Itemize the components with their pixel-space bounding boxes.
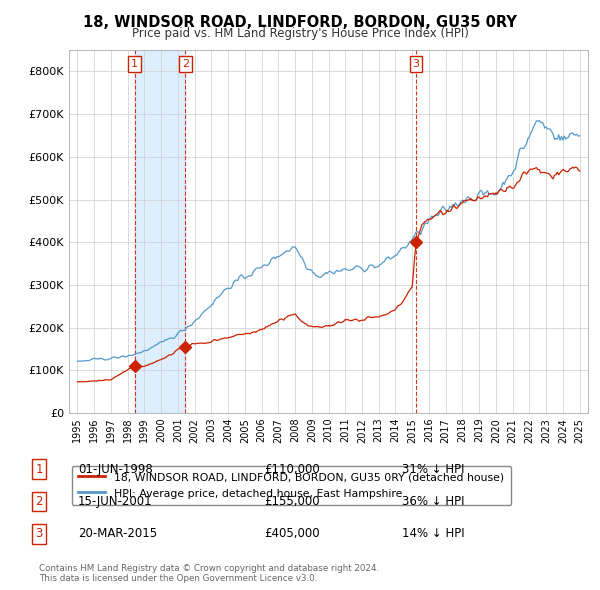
Text: 36% ↓ HPI: 36% ↓ HPI — [402, 495, 464, 508]
Text: 1: 1 — [131, 59, 138, 69]
Text: 3: 3 — [35, 527, 43, 540]
Text: £110,000: £110,000 — [264, 463, 320, 476]
Text: 14% ↓ HPI: 14% ↓ HPI — [402, 527, 464, 540]
Text: 31% ↓ HPI: 31% ↓ HPI — [402, 463, 464, 476]
Legend: 18, WINDSOR ROAD, LINDFORD, BORDON, GU35 0RY (detached house), HPI: Average pric: 18, WINDSOR ROAD, LINDFORD, BORDON, GU35… — [72, 466, 511, 505]
Text: £155,000: £155,000 — [264, 495, 320, 508]
Text: Contains HM Land Registry data © Crown copyright and database right 2024.
This d: Contains HM Land Registry data © Crown c… — [39, 563, 379, 583]
Text: 15-JUN-2001: 15-JUN-2001 — [78, 495, 152, 508]
Bar — [134, 50, 185, 413]
Text: 3: 3 — [412, 59, 419, 69]
Text: Price paid vs. HM Land Registry's House Price Index (HPI): Price paid vs. HM Land Registry's House … — [131, 27, 469, 40]
Text: 2: 2 — [182, 59, 189, 69]
Text: 2: 2 — [35, 495, 43, 508]
Text: 20-MAR-2015: 20-MAR-2015 — [78, 527, 157, 540]
Text: £405,000: £405,000 — [264, 527, 320, 540]
Text: 1: 1 — [35, 463, 43, 476]
Text: 18, WINDSOR ROAD, LINDFORD, BORDON, GU35 0RY: 18, WINDSOR ROAD, LINDFORD, BORDON, GU35… — [83, 15, 517, 30]
Text: 01-JUN-1998: 01-JUN-1998 — [78, 463, 153, 476]
